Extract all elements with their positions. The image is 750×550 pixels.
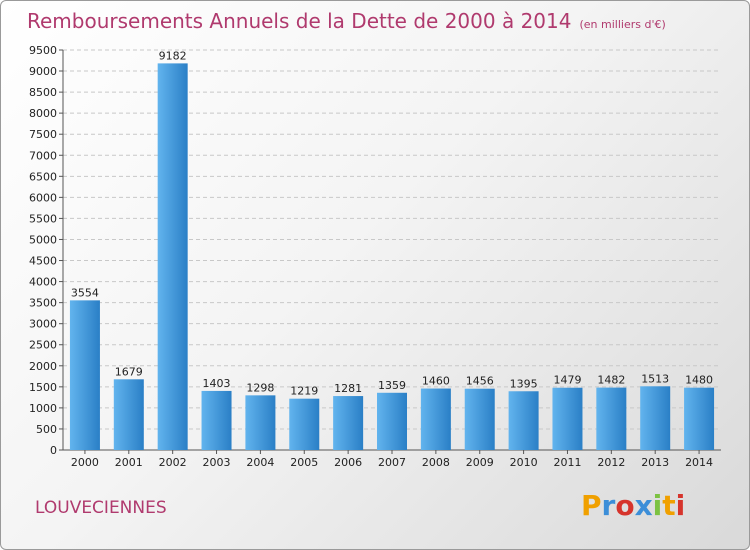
x-tick-label: 2008 xyxy=(422,456,450,469)
proxiti-logo: Proxiti xyxy=(581,489,685,522)
y-tick-label: 0 xyxy=(50,444,57,457)
y-tick-label: 4000 xyxy=(29,276,57,289)
bar xyxy=(245,395,276,450)
y-tick-label: 5500 xyxy=(29,212,57,225)
bar xyxy=(289,398,320,450)
bar xyxy=(596,387,627,450)
x-tick-label: 2006 xyxy=(334,456,362,469)
data-label: 1460 xyxy=(422,375,450,388)
bar xyxy=(640,386,671,450)
y-tick-label: 1500 xyxy=(29,381,57,394)
bar xyxy=(201,390,232,450)
data-label: 1359 xyxy=(378,379,406,392)
bar xyxy=(508,391,539,450)
x-tick-label: 2003 xyxy=(203,456,231,469)
bar xyxy=(552,387,583,450)
x-tick-label: 2009 xyxy=(466,456,494,469)
bar xyxy=(377,392,407,450)
data-label: 1479 xyxy=(553,374,581,387)
data-label: 1281 xyxy=(334,382,362,395)
bar xyxy=(333,396,364,450)
y-tick-label: 8000 xyxy=(29,107,57,120)
x-tick-label: 2001 xyxy=(115,456,143,469)
bar xyxy=(69,300,100,450)
data-label: 1513 xyxy=(641,372,669,385)
title-text: Remboursements Annuels de la Dette de 20… xyxy=(27,9,572,33)
bar xyxy=(157,63,188,451)
y-tick-label: 2000 xyxy=(29,360,57,373)
y-tick-label: 5000 xyxy=(29,233,57,246)
y-tick-label: 2500 xyxy=(29,339,57,352)
y-tick-label: 6500 xyxy=(29,170,57,183)
data-label: 1403 xyxy=(203,377,231,390)
x-tick-label: 2014 xyxy=(685,456,713,469)
y-tick-label: 3500 xyxy=(29,297,57,310)
x-tick-label: 2000 xyxy=(71,456,99,469)
x-tick-label: 2007 xyxy=(378,456,406,469)
x-tick-label: 2012 xyxy=(597,456,625,469)
logo-letter: r xyxy=(601,489,616,522)
logo-letter: P xyxy=(581,489,602,522)
data-label: 1395 xyxy=(510,377,538,390)
logo-letter: i xyxy=(652,489,663,522)
chart-title: Remboursements Annuels de la Dette de 20… xyxy=(27,9,666,33)
bar xyxy=(684,387,715,450)
x-tick-label: 2011 xyxy=(553,456,581,469)
logo-letter: o xyxy=(615,489,635,522)
y-tick-label: 1000 xyxy=(29,402,57,415)
y-tick-label: 6000 xyxy=(29,191,57,204)
unit-label: (en milliers d'€) xyxy=(579,18,666,31)
logo-letter: t xyxy=(662,489,676,522)
x-tick-label: 2004 xyxy=(246,456,274,469)
y-tick-label: 3000 xyxy=(29,318,57,331)
y-tick-label: 7000 xyxy=(29,149,57,162)
city-name: LOUVECIENNES xyxy=(35,498,167,518)
bar xyxy=(464,388,495,450)
logo-letter: x xyxy=(634,489,653,522)
x-tick-label: 2013 xyxy=(641,456,669,469)
data-label: 1298 xyxy=(246,381,274,394)
bar xyxy=(113,379,144,450)
data-label: 1679 xyxy=(115,365,143,378)
x-tick-label: 2005 xyxy=(290,456,318,469)
data-label: 3554 xyxy=(71,286,99,299)
bar xyxy=(420,388,451,450)
y-tick-label: 7500 xyxy=(29,128,57,141)
y-tick-label: 9500 xyxy=(29,44,57,57)
logo-letter: i xyxy=(675,489,686,522)
data-label: 9182 xyxy=(159,49,187,62)
data-label: 1480 xyxy=(685,374,713,387)
x-tick-label: 2002 xyxy=(159,456,187,469)
x-tick-label: 2010 xyxy=(510,456,538,469)
data-label: 1456 xyxy=(466,375,494,388)
y-tick-label: 4500 xyxy=(29,255,57,268)
data-label: 1482 xyxy=(597,374,625,387)
y-tick-label: 9000 xyxy=(29,65,57,78)
y-tick-label: 500 xyxy=(36,423,57,436)
data-label: 1219 xyxy=(290,385,318,398)
y-tick-label: 8500 xyxy=(29,86,57,99)
